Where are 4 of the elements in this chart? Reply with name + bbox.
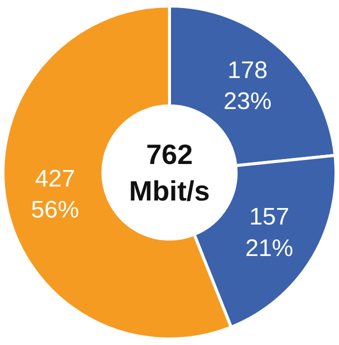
text: 762 Mbit/s bbox=[129, 139, 210, 206]
data-label: 427 56% bbox=[31, 165, 80, 224]
data-label: 178 23% bbox=[224, 56, 272, 116]
data-label: 157 21% bbox=[245, 204, 294, 262]
